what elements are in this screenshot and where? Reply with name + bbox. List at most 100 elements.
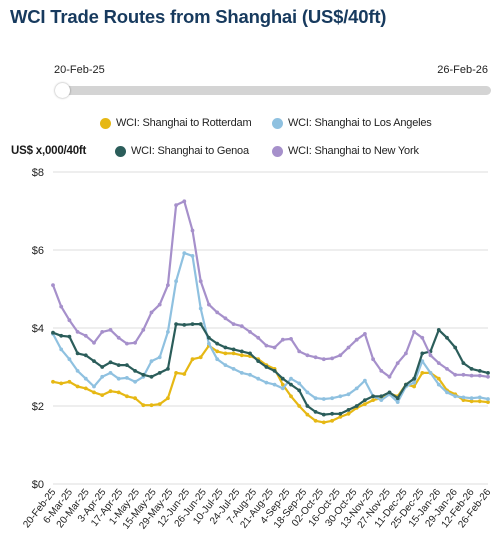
data-point-genoa[interactable]: [412, 376, 416, 381]
data-point-new-york[interactable]: [116, 335, 121, 340]
data-point-new-york[interactable]: [166, 283, 170, 287]
data-point-rotterdam[interactable]: [338, 415, 343, 419]
data-point-rotterdam[interactable]: [67, 379, 72, 384]
data-point-new-york[interactable]: [108, 328, 113, 332]
data-point-rotterdam[interactable]: [149, 403, 154, 408]
data-point-genoa[interactable]: [248, 351, 252, 356]
data-point-new-york[interactable]: [477, 373, 482, 378]
data-point-new-york[interactable]: [453, 372, 458, 377]
data-point-rotterdam[interactable]: [313, 418, 318, 423]
data-point-los-angeles[interactable]: [83, 376, 88, 381]
data-point-new-york[interactable]: [231, 322, 236, 326]
legend-item-genoa[interactable]: WCI: Shanghai to Genoa: [115, 145, 249, 157]
data-point-genoa[interactable]: [59, 333, 64, 338]
data-point-rotterdam[interactable]: [223, 351, 228, 356]
data-point-genoa[interactable]: [371, 394, 375, 399]
data-point-rotterdam[interactable]: [125, 394, 129, 399]
data-point-los-angeles[interactable]: [182, 251, 187, 256]
data-point-los-angeles[interactable]: [149, 359, 154, 363]
data-point-rotterdam[interactable]: [289, 394, 293, 399]
data-point-new-york[interactable]: [141, 328, 146, 332]
data-point-genoa[interactable]: [215, 341, 220, 346]
data-point-rotterdam[interactable]: [100, 393, 105, 397]
data-point-rotterdam[interactable]: [469, 399, 474, 404]
data-point-los-angeles[interactable]: [313, 396, 318, 401]
data-point-rotterdam[interactable]: [83, 386, 88, 391]
data-point-genoa[interactable]: [83, 353, 88, 358]
data-point-new-york[interactable]: [404, 351, 408, 356]
data-point-rotterdam[interactable]: [297, 404, 302, 408]
data-point-new-york[interactable]: [412, 330, 416, 334]
data-point-los-angeles[interactable]: [363, 378, 367, 383]
data-point-genoa[interactable]: [92, 359, 96, 363]
data-point-genoa[interactable]: [305, 404, 310, 408]
data-point-los-angeles[interactable]: [453, 394, 458, 399]
data-point-new-york[interactable]: [428, 353, 433, 358]
data-point-los-angeles[interactable]: [116, 376, 121, 381]
data-point-genoa[interactable]: [346, 408, 351, 412]
data-point-new-york[interactable]: [289, 337, 293, 341]
data-point-new-york[interactable]: [371, 357, 375, 362]
data-point-new-york[interactable]: [59, 304, 64, 309]
data-point-rotterdam[interactable]: [198, 355, 203, 360]
data-point-los-angeles[interactable]: [338, 394, 343, 399]
data-point-rotterdam[interactable]: [157, 402, 162, 406]
data-point-new-york[interactable]: [198, 279, 203, 284]
data-point-rotterdam[interactable]: [477, 399, 482, 404]
data-point-genoa[interactable]: [256, 359, 261, 363]
data-point-new-york[interactable]: [338, 353, 343, 358]
data-point-rotterdam[interactable]: [116, 390, 121, 395]
data-point-genoa[interactable]: [379, 394, 384, 399]
data-point-genoa[interactable]: [486, 371, 490, 375]
data-point-los-angeles[interactable]: [428, 371, 433, 375]
data-point-new-york[interactable]: [83, 333, 88, 338]
data-point-new-york[interactable]: [256, 335, 261, 340]
data-point-rotterdam[interactable]: [371, 398, 375, 402]
data-point-los-angeles[interactable]: [354, 386, 359, 391]
data-point-genoa[interactable]: [157, 371, 162, 375]
data-point-los-angeles[interactable]: [207, 341, 211, 346]
data-point-new-york[interactable]: [272, 345, 277, 350]
data-point-los-angeles[interactable]: [330, 396, 334, 401]
data-point-genoa[interactable]: [297, 388, 302, 393]
data-point-genoa[interactable]: [363, 398, 367, 402]
data-point-los-angeles[interactable]: [239, 371, 244, 375]
data-point-los-angeles[interactable]: [445, 390, 449, 395]
data-point-los-angeles[interactable]: [231, 367, 236, 371]
data-point-los-angeles[interactable]: [305, 390, 310, 395]
data-point-new-york[interactable]: [461, 372, 466, 377]
data-point-new-york[interactable]: [51, 283, 55, 287]
data-point-rotterdam[interactable]: [346, 411, 351, 416]
data-point-genoa[interactable]: [67, 334, 72, 339]
data-point-genoa[interactable]: [289, 382, 293, 387]
data-point-new-york[interactable]: [395, 361, 400, 365]
data-point-rotterdam[interactable]: [108, 389, 113, 394]
data-point-rotterdam[interactable]: [174, 371, 179, 375]
data-point-rotterdam[interactable]: [182, 372, 187, 376]
data-point-new-york[interactable]: [75, 330, 80, 334]
data-point-new-york[interactable]: [223, 316, 228, 321]
data-point-los-angeles[interactable]: [412, 380, 416, 385]
data-point-rotterdam[interactable]: [75, 384, 80, 389]
data-point-los-angeles[interactable]: [272, 382, 277, 387]
data-point-genoa[interactable]: [461, 361, 466, 365]
data-point-genoa[interactable]: [141, 372, 146, 377]
data-point-rotterdam[interactable]: [436, 376, 441, 381]
data-point-rotterdam[interactable]: [190, 357, 195, 362]
data-point-los-angeles[interactable]: [289, 376, 293, 381]
data-point-los-angeles[interactable]: [469, 396, 474, 401]
data-point-genoa[interactable]: [404, 382, 408, 387]
data-point-genoa[interactable]: [133, 369, 138, 373]
data-point-new-york[interactable]: [207, 302, 211, 307]
data-point-new-york[interactable]: [486, 374, 490, 379]
legend-item-rotterdam[interactable]: WCI: Shanghai to Rotterdam: [100, 117, 252, 129]
data-point-rotterdam[interactable]: [239, 353, 244, 358]
data-point-rotterdam[interactable]: [363, 402, 367, 406]
data-point-genoa[interactable]: [453, 345, 458, 350]
data-point-new-york[interactable]: [248, 330, 252, 334]
data-point-genoa[interactable]: [272, 369, 277, 373]
data-point-new-york[interactable]: [174, 203, 179, 208]
data-point-genoa[interactable]: [190, 322, 195, 326]
data-point-los-angeles[interactable]: [436, 382, 441, 387]
data-point-genoa[interactable]: [321, 412, 326, 417]
